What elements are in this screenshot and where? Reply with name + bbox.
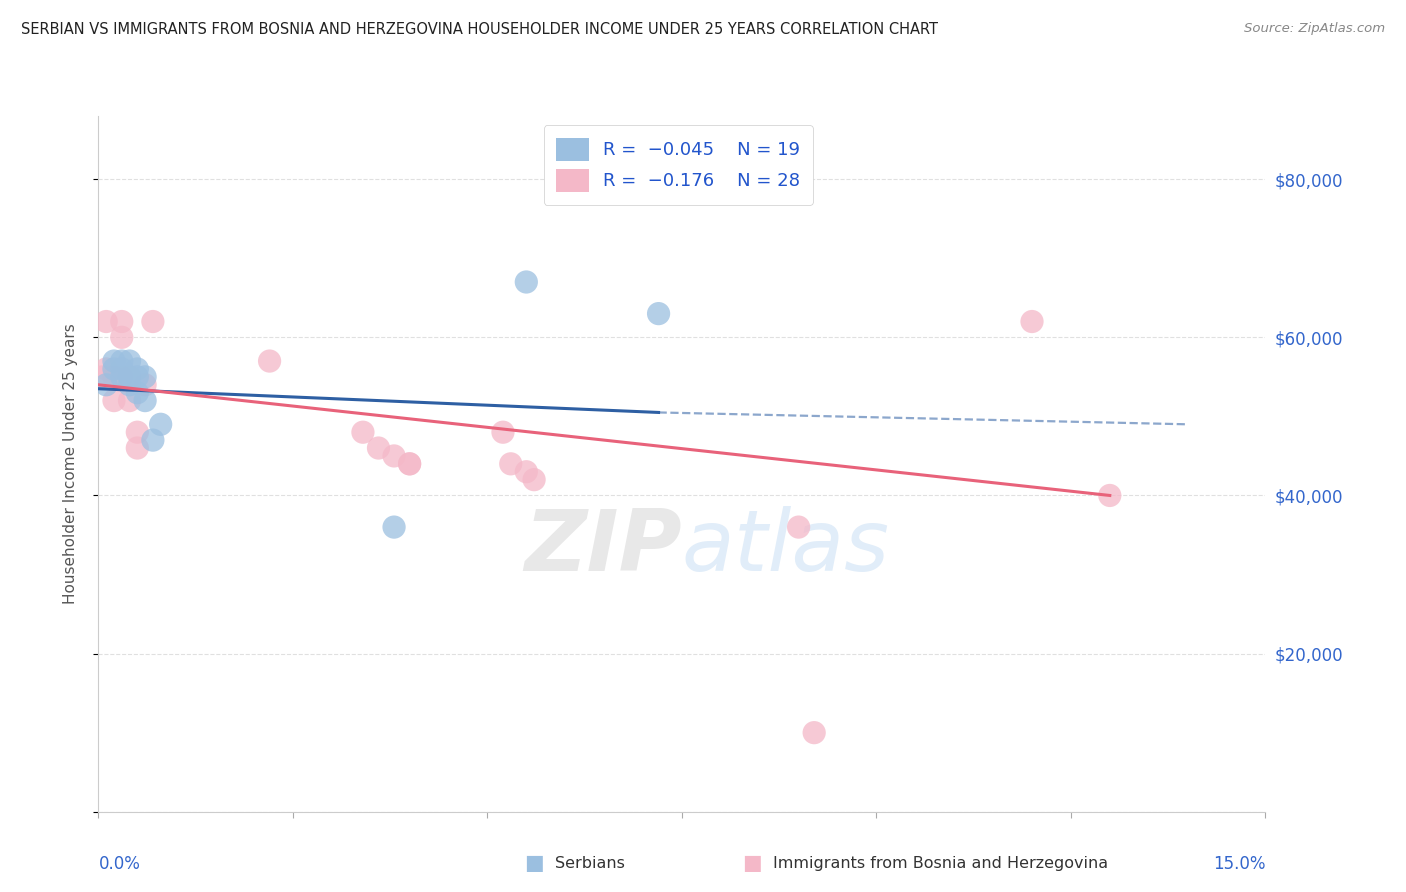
Point [111, 330, 134, 344]
Text: Serbians: Serbians [555, 856, 626, 871]
Point [398, 457, 420, 471]
Text: ■: ■ [742, 854, 762, 873]
Point [111, 354, 134, 368]
Text: atlas: atlas [682, 506, 890, 589]
Point [149, 417, 172, 432]
Point [259, 354, 281, 368]
Point [134, 377, 156, 392]
Point [127, 385, 149, 400]
Point [127, 441, 149, 455]
Text: SERBIAN VS IMMIGRANTS FROM BOSNIA AND HERZEGOVINA HOUSEHOLDER INCOME UNDER 25 YE: SERBIAN VS IMMIGRANTS FROM BOSNIA AND HE… [21, 22, 938, 37]
Text: ■: ■ [524, 854, 544, 873]
Point [111, 314, 134, 328]
Point [1021, 314, 1043, 328]
Point [787, 520, 810, 534]
Point [1098, 488, 1121, 502]
Text: ZIP: ZIP [524, 506, 682, 589]
Legend: R =  −0.045    N = 19, R =  −0.176    N = 28: R = −0.045 N = 19, R = −0.176 N = 28 [544, 125, 813, 205]
Point [118, 354, 141, 368]
Point [127, 425, 149, 440]
Point [352, 425, 374, 440]
Y-axis label: Householder Income Under 25 years: Householder Income Under 25 years [63, 324, 77, 604]
Point [111, 370, 134, 384]
Point [499, 457, 522, 471]
Point [118, 377, 141, 392]
Point [492, 425, 515, 440]
Point [382, 449, 405, 463]
Point [523, 473, 546, 487]
Point [111, 362, 134, 376]
Point [103, 393, 125, 408]
Point [111, 370, 134, 384]
Point [127, 370, 149, 384]
Point [127, 362, 149, 376]
Text: 15.0%: 15.0% [1213, 855, 1265, 873]
Point [398, 457, 420, 471]
Point [96, 362, 118, 376]
Point [96, 377, 118, 392]
Point [103, 362, 125, 376]
Point [382, 520, 405, 534]
Point [515, 465, 537, 479]
Point [134, 370, 156, 384]
Point [134, 393, 156, 408]
Point [142, 433, 165, 447]
Point [91, 370, 114, 384]
Point [515, 275, 537, 289]
Point [103, 354, 125, 368]
Point [96, 314, 118, 328]
Text: 0.0%: 0.0% [98, 855, 141, 873]
Point [103, 370, 125, 384]
Point [118, 370, 141, 384]
Text: Source: ZipAtlas.com: Source: ZipAtlas.com [1244, 22, 1385, 36]
Point [647, 307, 669, 321]
Point [142, 314, 165, 328]
Point [803, 725, 825, 739]
Text: Immigrants from Bosnia and Herzegovina: Immigrants from Bosnia and Herzegovina [773, 856, 1108, 871]
Point [118, 370, 141, 384]
Point [367, 441, 389, 455]
Point [118, 393, 141, 408]
